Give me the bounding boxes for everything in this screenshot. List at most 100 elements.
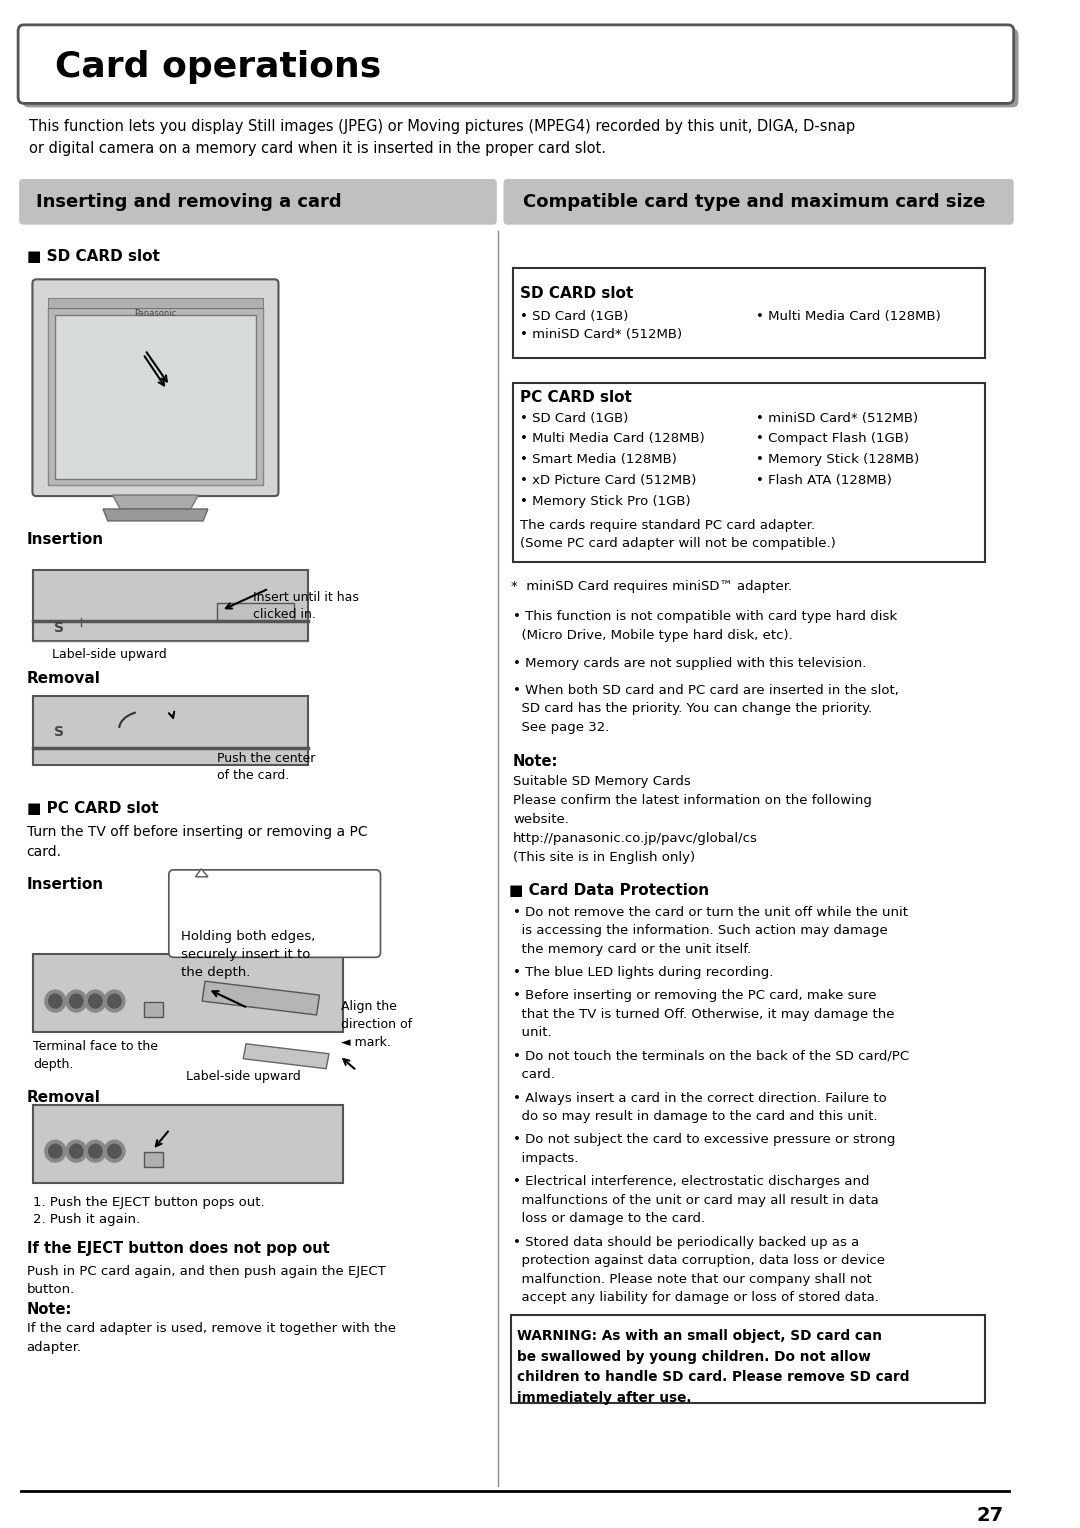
Text: This function lets you display Still images (JPEG) or Moving pictures (MPEG4) re: This function lets you display Still ima…	[28, 119, 854, 156]
Text: Label-side upward: Label-side upward	[53, 648, 167, 662]
Text: Inserting and removing a card: Inserting and removing a card	[37, 193, 342, 211]
Text: If the card adapter is used, remove it together with the
adapter.: If the card adapter is used, remove it t…	[27, 1322, 395, 1354]
FancyBboxPatch shape	[513, 269, 985, 358]
Text: Insertion: Insertion	[27, 877, 104, 892]
Circle shape	[69, 995, 83, 1008]
FancyBboxPatch shape	[19, 179, 497, 225]
Text: Compatible card type and maximum card size: Compatible card type and maximum card si…	[523, 193, 985, 211]
Polygon shape	[112, 495, 199, 509]
Text: • When both SD card and PC card are inserted in the slot,
  SD card has the prio: • When both SD card and PC card are inse…	[513, 685, 899, 733]
Text: • miniSD Card* (512MB): • miniSD Card* (512MB)	[756, 411, 918, 425]
Text: • Do not remove the card or turn the unit off while the unit
  is accessing the : • Do not remove the card or turn the uni…	[513, 906, 908, 955]
Circle shape	[108, 1144, 121, 1158]
FancyBboxPatch shape	[168, 869, 380, 958]
Text: • Smart Media (128MB): • Smart Media (128MB)	[519, 454, 676, 466]
Polygon shape	[243, 1044, 329, 1068]
FancyBboxPatch shape	[32, 280, 279, 497]
FancyBboxPatch shape	[144, 1002, 163, 1018]
FancyBboxPatch shape	[55, 315, 256, 480]
FancyBboxPatch shape	[33, 695, 308, 766]
Text: • Stored data should be periodically backed up as a
  protection against data co: • Stored data should be periodically bac…	[513, 1236, 885, 1305]
FancyBboxPatch shape	[18, 24, 1014, 104]
Text: • This function is not compatible with card type hard disk
  (Micro Drive, Mobil: • This function is not compatible with c…	[513, 610, 897, 642]
Text: Insert until it has
clicked in.: Insert until it has clicked in.	[253, 590, 359, 620]
Circle shape	[89, 1144, 102, 1158]
Text: ■ Card Data Protection: ■ Card Data Protection	[510, 883, 710, 898]
Text: Push the center
of the card.: Push the center of the card.	[217, 752, 315, 781]
Text: • Flash ATA (128MB): • Flash ATA (128MB)	[756, 474, 892, 487]
Text: • SD Card (1GB): • SD Card (1GB)	[519, 310, 629, 322]
Text: Removal: Removal	[27, 671, 100, 686]
Text: 27: 27	[976, 1507, 1003, 1525]
FancyBboxPatch shape	[33, 570, 308, 642]
Text: S: S	[54, 724, 64, 738]
Text: (Some PC card adapter will not be compatible.): (Some PC card adapter will not be compat…	[519, 536, 836, 550]
Text: • Memory cards are not supplied with this television.: • Memory cards are not supplied with thi…	[513, 657, 866, 671]
Text: Suitable SD Memory Cards
Please confirm the latest information on the following
: Suitable SD Memory Cards Please confirm …	[513, 775, 872, 865]
Text: Insertion: Insertion	[27, 532, 104, 547]
FancyBboxPatch shape	[23, 29, 1018, 107]
FancyBboxPatch shape	[48, 309, 264, 484]
FancyBboxPatch shape	[511, 1316, 985, 1403]
Circle shape	[45, 1140, 66, 1163]
Circle shape	[49, 1144, 62, 1158]
Polygon shape	[202, 981, 320, 1015]
Text: 1. Push the EJECT button pops out.: 1. Push the EJECT button pops out.	[33, 1196, 265, 1209]
Circle shape	[85, 990, 106, 1012]
Text: • Memory Stick (128MB): • Memory Stick (128MB)	[756, 454, 919, 466]
Text: PC CARD slot: PC CARD slot	[519, 390, 632, 405]
Circle shape	[45, 990, 66, 1012]
Text: Removal: Removal	[27, 1089, 100, 1105]
Circle shape	[85, 1140, 106, 1163]
Circle shape	[89, 995, 102, 1008]
Text: Align the
direction of
◄ mark.: Align the direction of ◄ mark.	[341, 1001, 413, 1050]
Text: Terminal face to the
depth.: Terminal face to the depth.	[33, 1041, 159, 1071]
Text: • Memory Stick Pro (1GB): • Memory Stick Pro (1GB)	[519, 495, 690, 509]
Polygon shape	[195, 869, 207, 877]
Text: SD CARD slot: SD CARD slot	[519, 286, 633, 301]
Text: • Do not subject the card to excessive pressure or strong
  impacts.: • Do not subject the card to excessive p…	[513, 1134, 895, 1164]
Text: Note:: Note:	[513, 753, 558, 769]
Circle shape	[69, 1144, 83, 1158]
FancyBboxPatch shape	[144, 1152, 163, 1167]
Circle shape	[66, 1140, 86, 1163]
Text: 2. Push it again.: 2. Push it again.	[33, 1213, 140, 1225]
Polygon shape	[103, 509, 207, 521]
Text: If the EJECT button does not pop out: If the EJECT button does not pop out	[27, 1241, 329, 1256]
Text: • xD Picture Card (512MB): • xD Picture Card (512MB)	[519, 474, 697, 487]
Circle shape	[66, 990, 86, 1012]
Text: • The blue LED lights during recording.: • The blue LED lights during recording.	[513, 966, 773, 979]
Text: • miniSD Card* (512MB): • miniSD Card* (512MB)	[519, 329, 681, 341]
Text: Panasonic: Panasonic	[134, 309, 176, 318]
Text: Label-side upward: Label-side upward	[186, 1070, 300, 1083]
Text: • Do not touch the terminals on the back of the SD card/PC
  card.: • Do not touch the terminals on the back…	[513, 1050, 909, 1082]
Text: WARNING: As with an small object, SD card can
be swallowed by young children. Do: WARNING: As with an small object, SD car…	[517, 1329, 909, 1404]
Text: ■ PC CARD slot: ■ PC CARD slot	[27, 801, 158, 816]
Text: Push in PC card again, and then push again the EJECT
button.: Push in PC card again, and then push aga…	[27, 1265, 386, 1296]
FancyBboxPatch shape	[503, 179, 1014, 225]
FancyBboxPatch shape	[33, 955, 343, 1031]
Text: • Compact Flash (1GB): • Compact Flash (1GB)	[756, 432, 909, 446]
Text: • Always insert a card in the correct direction. Failure to
  do so may result i: • Always insert a card in the correct di…	[513, 1091, 887, 1123]
Text: • Before inserting or removing the PC card, make sure
  that the TV is turned Of: • Before inserting or removing the PC ca…	[513, 989, 894, 1039]
Text: Card operations: Card operations	[55, 49, 381, 84]
Text: *  miniSD Card requires miniSD™ adapter.: * miniSD Card requires miniSD™ adapter.	[511, 579, 793, 593]
Text: S: S	[54, 622, 64, 636]
FancyBboxPatch shape	[48, 298, 264, 309]
Circle shape	[104, 990, 125, 1012]
Text: • SD Card (1GB): • SD Card (1GB)	[519, 411, 629, 425]
Circle shape	[108, 995, 121, 1008]
Text: • Electrical interference, electrostatic discharges and
  malfunctions of the un: • Electrical interference, electrostatic…	[513, 1175, 879, 1225]
Circle shape	[104, 1140, 125, 1163]
FancyBboxPatch shape	[33, 1105, 343, 1183]
Text: Holding both edges,
securely insert it to
the depth.: Holding both edges, securely insert it t…	[181, 931, 315, 979]
FancyBboxPatch shape	[513, 382, 985, 562]
Polygon shape	[217, 604, 294, 622]
Text: Note:: Note:	[27, 1302, 72, 1317]
Text: • Multi Media Card (128MB): • Multi Media Card (128MB)	[756, 310, 941, 322]
Text: The cards require standard PC card adapter.: The cards require standard PC card adapt…	[519, 520, 814, 532]
Text: Turn the TV off before inserting or removing a PC
card.: Turn the TV off before inserting or remo…	[27, 825, 367, 859]
Text: ■ SD CARD slot: ■ SD CARD slot	[27, 249, 160, 263]
Circle shape	[49, 995, 62, 1008]
Text: • Multi Media Card (128MB): • Multi Media Card (128MB)	[519, 432, 704, 446]
